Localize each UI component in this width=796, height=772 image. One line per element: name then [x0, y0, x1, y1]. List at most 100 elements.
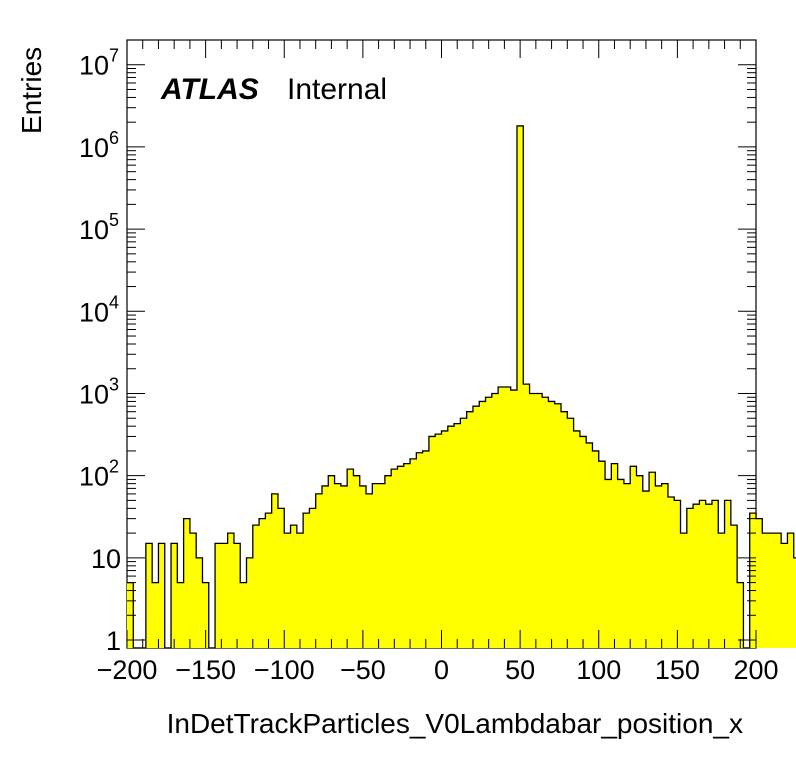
histogram-bar: [472, 406, 480, 648]
histogram-bar: [372, 483, 379, 648]
histogram-bar: [667, 497, 675, 648]
y-tick-label: 10: [91, 544, 121, 574]
histogram-bar: [592, 450, 600, 648]
y-tick-labels: 1 10 102 103 104 105 106 107: [79, 46, 121, 656]
internal-label: Internal: [287, 73, 387, 106]
histogram-bar: [177, 582, 184, 648]
histogram-bar: [441, 430, 449, 648]
histogram-bar: [202, 582, 210, 648]
histogram-bar: [498, 386, 505, 648]
histogram-bar: [259, 518, 266, 648]
histogram-bar: [762, 533, 769, 648]
histogram-bar: [183, 518, 191, 648]
histogram-bar: [510, 390, 518, 648]
histogram-bar: [774, 533, 782, 648]
histogram-bar: [240, 582, 247, 648]
histogram-bar: [699, 500, 706, 648]
histogram-bar: [598, 461, 606, 648]
histogram-bar: [737, 582, 744, 648]
histogram-bar: [359, 485, 367, 648]
histogram-bar: [711, 500, 719, 648]
histogram-bar: [296, 533, 304, 648]
histogram-bar: [271, 493, 279, 648]
histogram-bar: [529, 393, 537, 648]
histogram-bar: [171, 543, 178, 648]
histogram-bar: [630, 466, 637, 648]
x-tick-label: 100: [576, 655, 621, 685]
histogram-bar: [617, 479, 625, 648]
histogram-bar: [309, 508, 316, 648]
histogram-bar: [649, 472, 656, 648]
histogram-bar: [321, 485, 329, 648]
y-tick-label: 105: [79, 210, 119, 245]
histogram-bar: [384, 475, 392, 648]
histogram-bar: [724, 500, 732, 648]
histogram-bar: [265, 513, 272, 648]
histogram-bar: [221, 543, 228, 648]
histogram-bar: [328, 475, 335, 648]
histogram-bar: [579, 436, 587, 648]
histogram-bar: [573, 430, 581, 648]
histogram-bar: [215, 543, 222, 648]
histogram-bar: [623, 483, 631, 648]
histogram-bar: [548, 401, 556, 648]
histogram-bar: [781, 543, 788, 648]
atlas-label: ATLAS: [160, 73, 259, 106]
histogram-bar: [749, 513, 757, 648]
histogram-bar: [391, 469, 398, 648]
histogram-bar: [466, 411, 474, 648]
x-tick-label: −150: [175, 655, 236, 685]
histogram-bar: [416, 452, 423, 648]
histogram-bar: [561, 411, 568, 648]
y-tick-label: 1: [106, 626, 121, 656]
x-tick-label: 0: [434, 655, 449, 685]
y-tick-label: 102: [79, 457, 119, 492]
histogram-bar: [793, 557, 796, 648]
y-tick-label: 104: [79, 292, 119, 327]
x-tick-label: 150: [655, 655, 700, 685]
histogram-bar: [605, 479, 612, 648]
histogram-bar: [378, 483, 386, 648]
histogram-bar: [787, 533, 795, 648]
histogram-bar: [516, 125, 524, 648]
histogram-bar: [233, 543, 241, 648]
histogram-bar: [290, 525, 298, 648]
histogram-bar: [542, 397, 549, 648]
histogram-bar: [145, 543, 153, 648]
histogram-bar: [611, 463, 618, 648]
histogram-bar: [403, 463, 411, 648]
histogram-bar: [586, 442, 593, 648]
histogram-bar: [397, 466, 405, 648]
histogram-bar: [435, 434, 442, 648]
histogram-bar: [680, 533, 688, 648]
histogram-bar: [485, 397, 493, 648]
histogram-bar: [642, 491, 650, 648]
histogram-bar: [246, 557, 254, 648]
histogram-bar: [277, 508, 285, 648]
histogram-bar: [454, 423, 461, 648]
histogram-bar: [252, 525, 260, 648]
histogram-bar: [674, 500, 681, 648]
histogram-bar: [705, 504, 713, 648]
y-tick-label: 107: [79, 46, 119, 81]
histogram-bar: [303, 513, 310, 648]
y-tick-label: 103: [79, 374, 119, 409]
histogram-bars: [127, 125, 796, 648]
histogram-bar: [661, 483, 669, 648]
histogram-bar: [730, 525, 738, 648]
histogram-bar: [158, 543, 166, 648]
histogram-bar: [353, 475, 361, 648]
x-tick-label: 200: [733, 655, 778, 685]
histogram-bar: [655, 485, 662, 648]
histogram-bar: [410, 458, 417, 648]
histogram-bar: [491, 393, 499, 648]
x-tick-label: −50: [340, 655, 386, 685]
histogram-bar: [523, 384, 530, 648]
histogram-bar: [189, 533, 197, 648]
histogram-bar: [428, 436, 436, 648]
x-tick-label: −200: [97, 655, 158, 685]
histogram-bar: [315, 493, 323, 648]
x-tick-label: 50: [505, 655, 535, 685]
histogram-bar: [227, 533, 235, 648]
